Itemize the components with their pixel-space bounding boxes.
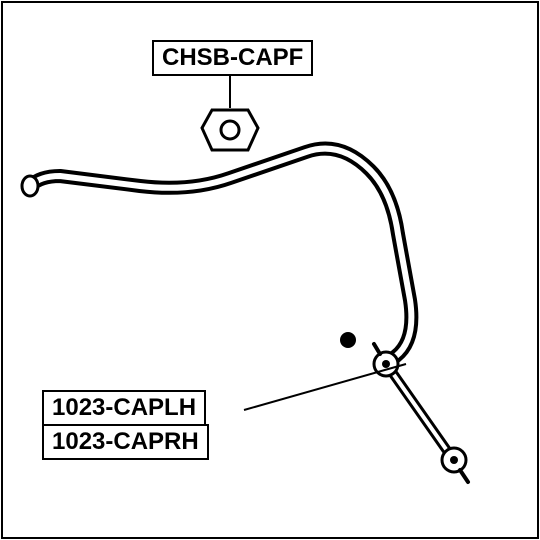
diagram-canvas: CHSB-CAPF 1023-CAPLH 1023-CAPRH (0, 0, 540, 540)
link-left-label-text: 1023-CAPLH (52, 394, 196, 421)
link-left-label: 1023-CAPLH (42, 390, 206, 424)
joint-ball-icon (340, 332, 356, 348)
sway-bar-inner (30, 149, 411, 364)
bushing-icon (202, 110, 258, 150)
link-right-label-text: 1023-CAPRH (52, 428, 199, 455)
bushing-label: CHSB-CAPF (152, 40, 313, 76)
bar-end-cap (22, 176, 38, 196)
bushing-label-text: CHSB-CAPF (162, 44, 303, 71)
stabilizer-link-icon (374, 344, 468, 482)
link-right-label: 1023-CAPRH (42, 424, 209, 460)
link-leader (244, 364, 406, 410)
